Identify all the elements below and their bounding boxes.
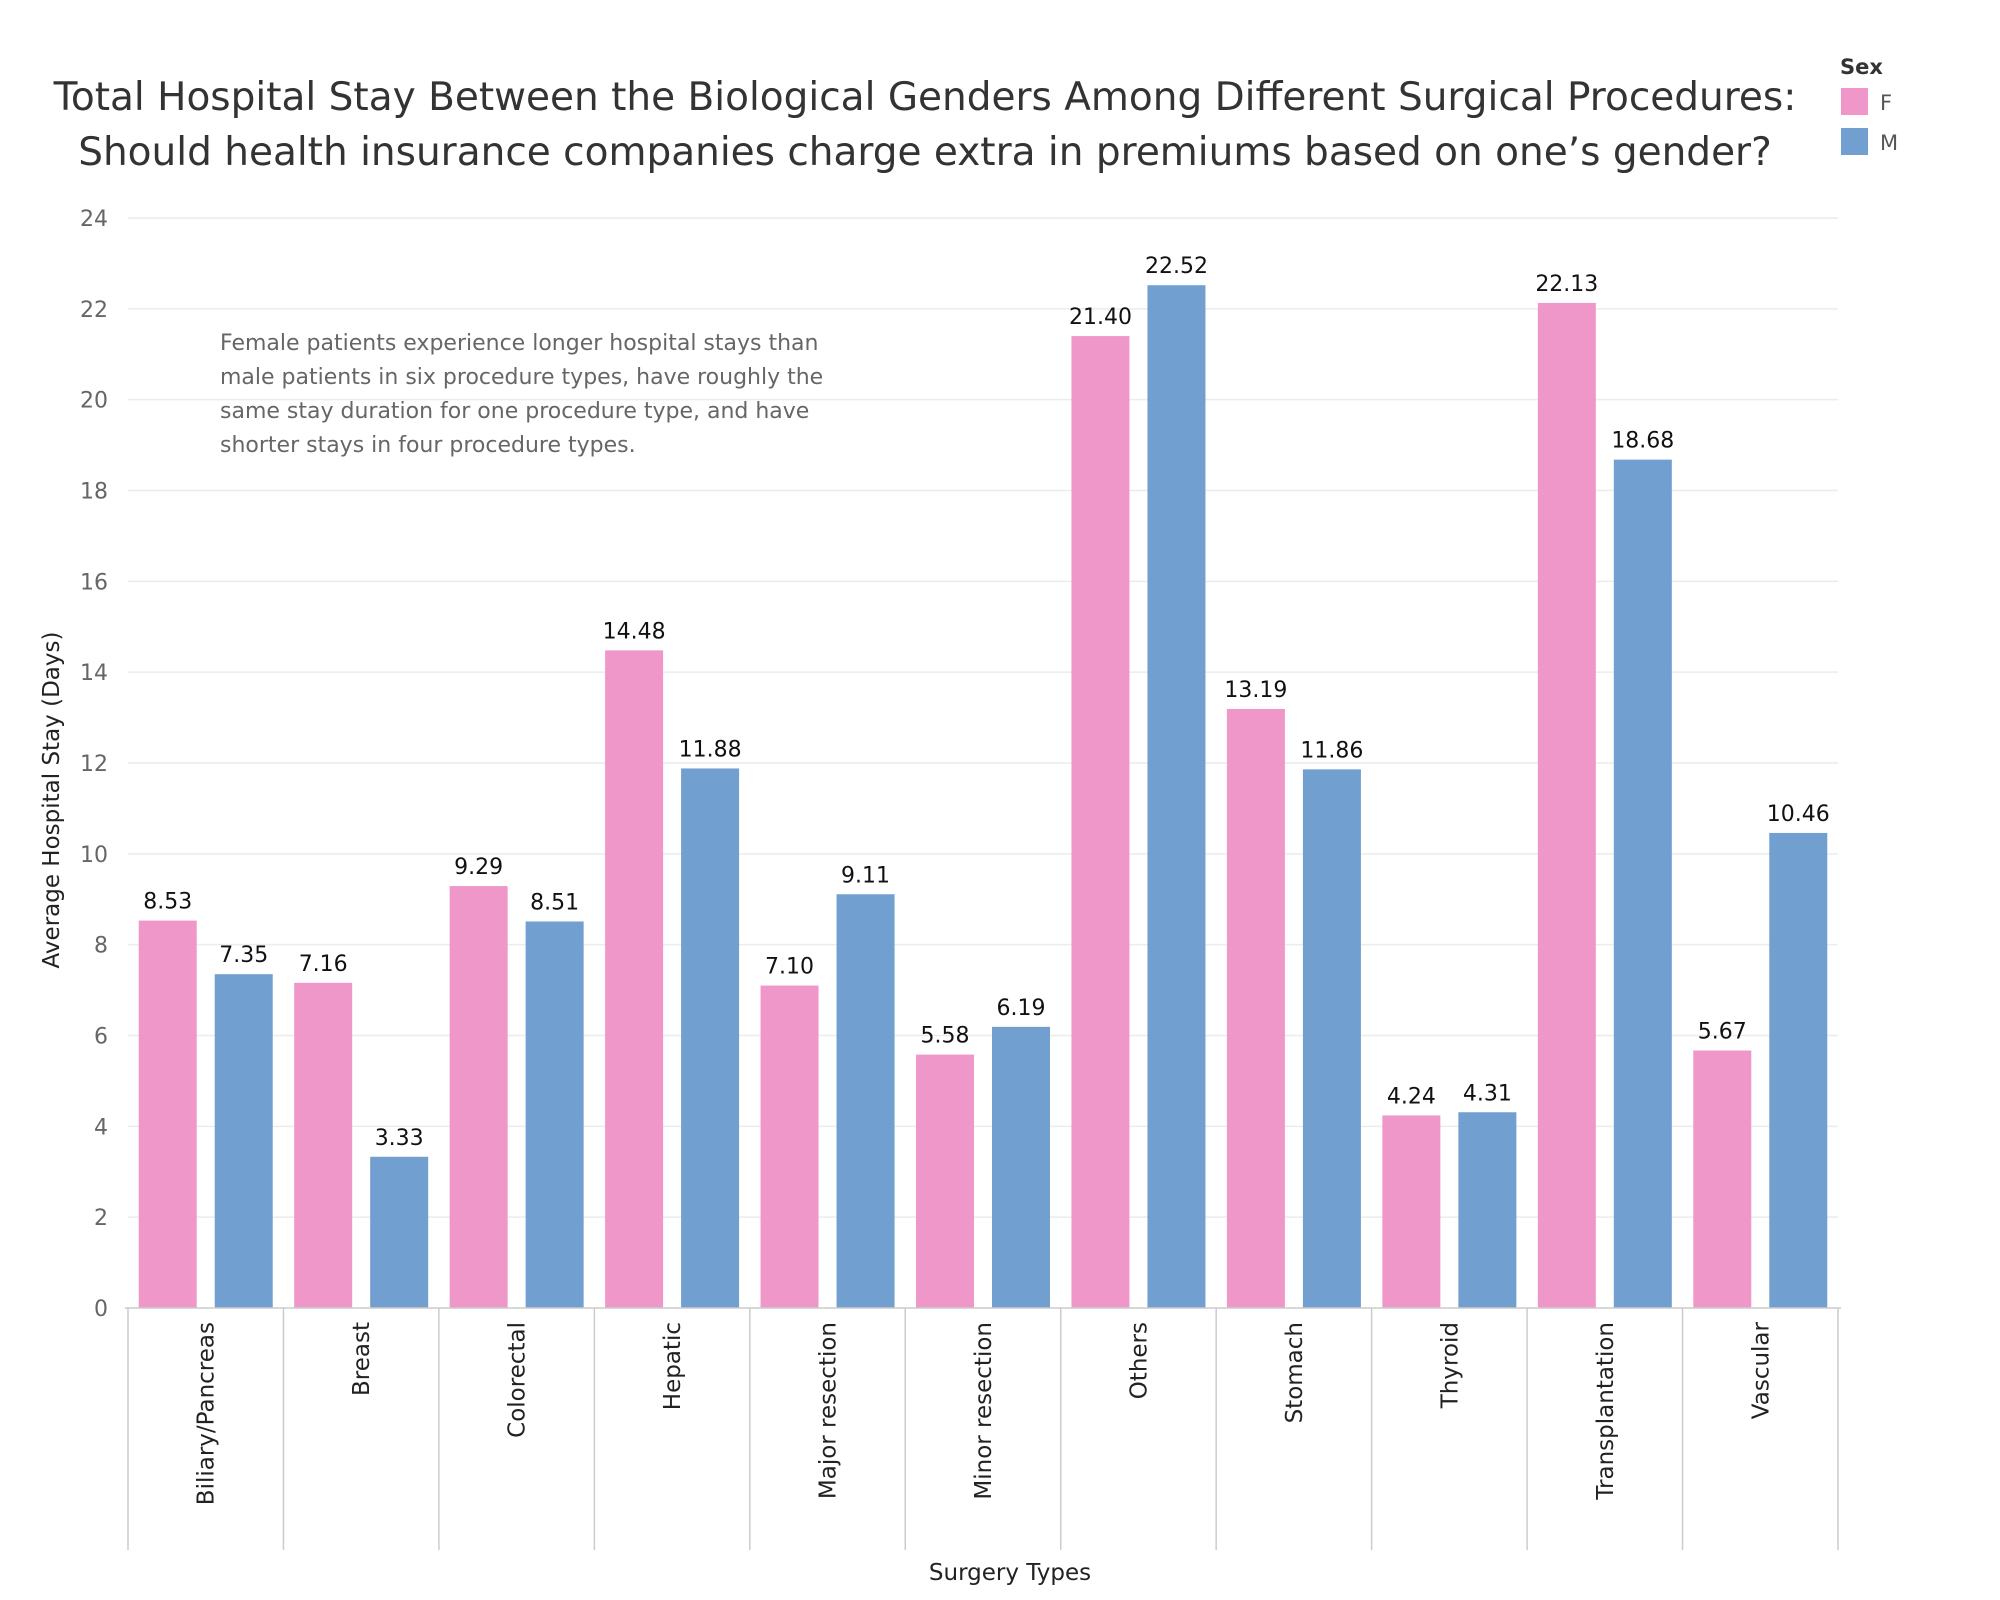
bar-value-label: 5.58 bbox=[921, 1024, 970, 1049]
x-tick-label: Vascular bbox=[1748, 1321, 1774, 1419]
legend-swatch-m bbox=[1841, 128, 1868, 155]
y-tick-label: 22 bbox=[80, 298, 108, 323]
chart-title-line-1: Total Hospital Stay Between the Biologic… bbox=[53, 75, 1797, 120]
legend-label-m: M bbox=[1880, 131, 1898, 155]
y-tick-label: 24 bbox=[80, 207, 108, 232]
bar-f bbox=[1693, 1050, 1752, 1308]
annotation-line-2: male patients in six procedure types, ha… bbox=[220, 365, 823, 390]
bar-f bbox=[449, 886, 508, 1308]
bar-value-label: 4.24 bbox=[1387, 1084, 1436, 1109]
bar-f bbox=[605, 650, 664, 1308]
y-tick-label: 6 bbox=[94, 1025, 108, 1050]
bar-value-label: 11.86 bbox=[1300, 738, 1363, 763]
bar-value-label: 14.48 bbox=[603, 619, 666, 644]
bar-f bbox=[1071, 336, 1130, 1308]
x-tick-label: Others bbox=[1126, 1322, 1152, 1399]
y-tick-label: 12 bbox=[80, 752, 108, 777]
chart-title-line-2: Should health insurance companies charge… bbox=[78, 130, 1772, 175]
legend-title: Sex bbox=[1840, 55, 1883, 79]
chart-title: Total Hospital Stay Between the Biologic… bbox=[53, 75, 1797, 175]
bar-value-label: 3.33 bbox=[375, 1126, 424, 1151]
bar-m bbox=[992, 1026, 1050, 1308]
x-tick-label: Colorectal bbox=[505, 1322, 531, 1438]
bar-value-label: 8.53 bbox=[143, 890, 192, 915]
bar-value-label: 21.40 bbox=[1069, 305, 1132, 330]
bar-value-label: 7.10 bbox=[765, 955, 814, 980]
bar-value-label: 9.29 bbox=[454, 855, 503, 880]
bar-value-label: 22.13 bbox=[1535, 272, 1598, 297]
bar-m bbox=[836, 894, 895, 1308]
bar-m bbox=[214, 974, 273, 1308]
y-tick-label: 0 bbox=[94, 1297, 108, 1322]
x-tick-label: Thyroid bbox=[1437, 1322, 1463, 1409]
y-tick-label: 18 bbox=[80, 480, 108, 505]
x-axis: Biliary/Pancreas Breast Colorectal Hepatic M… bbox=[125, 1307, 1841, 1550]
legend: Sex F M bbox=[1840, 55, 1898, 155]
bar-value-label: 6.19 bbox=[997, 996, 1046, 1021]
y-tick-label: 4 bbox=[94, 1115, 108, 1140]
y-tick-label: 14 bbox=[80, 661, 108, 686]
bar-value-label: 7.35 bbox=[219, 943, 268, 968]
y-axis-title: Average Hospital Stay (Days) bbox=[39, 632, 65, 969]
bar-f bbox=[138, 920, 197, 1308]
bar-m bbox=[525, 921, 584, 1308]
bar-value-label: 22.52 bbox=[1145, 254, 1208, 279]
bar-m bbox=[1769, 832, 1828, 1308]
bars bbox=[138, 285, 1828, 1308]
x-tick-label: Stomach bbox=[1282, 1322, 1308, 1423]
y-tick-label: 20 bbox=[80, 389, 108, 414]
bar-value-label: 11.88 bbox=[679, 737, 742, 762]
x-tick-label: Biliary/Pancreas bbox=[194, 1322, 220, 1505]
bar-value-label: 8.51 bbox=[530, 891, 579, 916]
x-tick-label: Major resection bbox=[816, 1322, 842, 1499]
bar-f bbox=[760, 985, 819, 1308]
x-axis-title: Surgery Types bbox=[929, 1560, 1091, 1586]
y-tick-label: 10 bbox=[80, 843, 108, 868]
legend-swatch-f bbox=[1841, 88, 1868, 115]
annotation-line-4: shorter stays in four procedure types. bbox=[220, 433, 636, 458]
bar-value-label: 4.31 bbox=[1463, 1081, 1512, 1106]
bar-m bbox=[1147, 285, 1206, 1308]
bar-m bbox=[1458, 1112, 1517, 1308]
bar-m bbox=[1613, 459, 1672, 1308]
bar-value-label: 5.67 bbox=[1698, 1019, 1747, 1044]
bar-value-label: 18.68 bbox=[1611, 429, 1674, 454]
y-tick-label: 2 bbox=[94, 1206, 108, 1231]
bar-m bbox=[681, 768, 740, 1308]
bar-m bbox=[370, 1156, 429, 1308]
bar-f bbox=[1226, 708, 1285, 1308]
bar-m bbox=[1302, 769, 1361, 1308]
annotation-line-1: Female patients experience longer hospit… bbox=[220, 331, 818, 356]
bar-value-label: 10.46 bbox=[1767, 802, 1830, 827]
x-tick-label: Minor resection bbox=[971, 1322, 997, 1500]
legend-label-f: F bbox=[1880, 91, 1892, 115]
y-tick-label: 16 bbox=[80, 570, 108, 595]
bar-value-label: 13.19 bbox=[1224, 678, 1287, 703]
bar-value-label: 9.11 bbox=[841, 863, 890, 888]
bar-f bbox=[1382, 1115, 1441, 1308]
x-tick-label: Hepatic bbox=[660, 1322, 686, 1410]
y-tick-label: 8 bbox=[94, 934, 108, 959]
bar-value-label: 7.16 bbox=[299, 952, 348, 977]
x-tick-label: Transplantation bbox=[1593, 1322, 1619, 1501]
x-tick-label: Breast bbox=[349, 1322, 375, 1396]
annotation: Female patients experience longer hospit… bbox=[220, 331, 823, 458]
bar-value-labels: 8.53 7.35 7.16 3.33 9.29 8.51 14.48 11.88 7.10 9.… bbox=[143, 254, 1830, 1151]
annotation-line-3: same stay duration for one procedure typ… bbox=[220, 399, 809, 424]
bar-f bbox=[1537, 302, 1596, 1308]
bar-f bbox=[294, 982, 353, 1308]
bar-f bbox=[916, 1054, 974, 1308]
